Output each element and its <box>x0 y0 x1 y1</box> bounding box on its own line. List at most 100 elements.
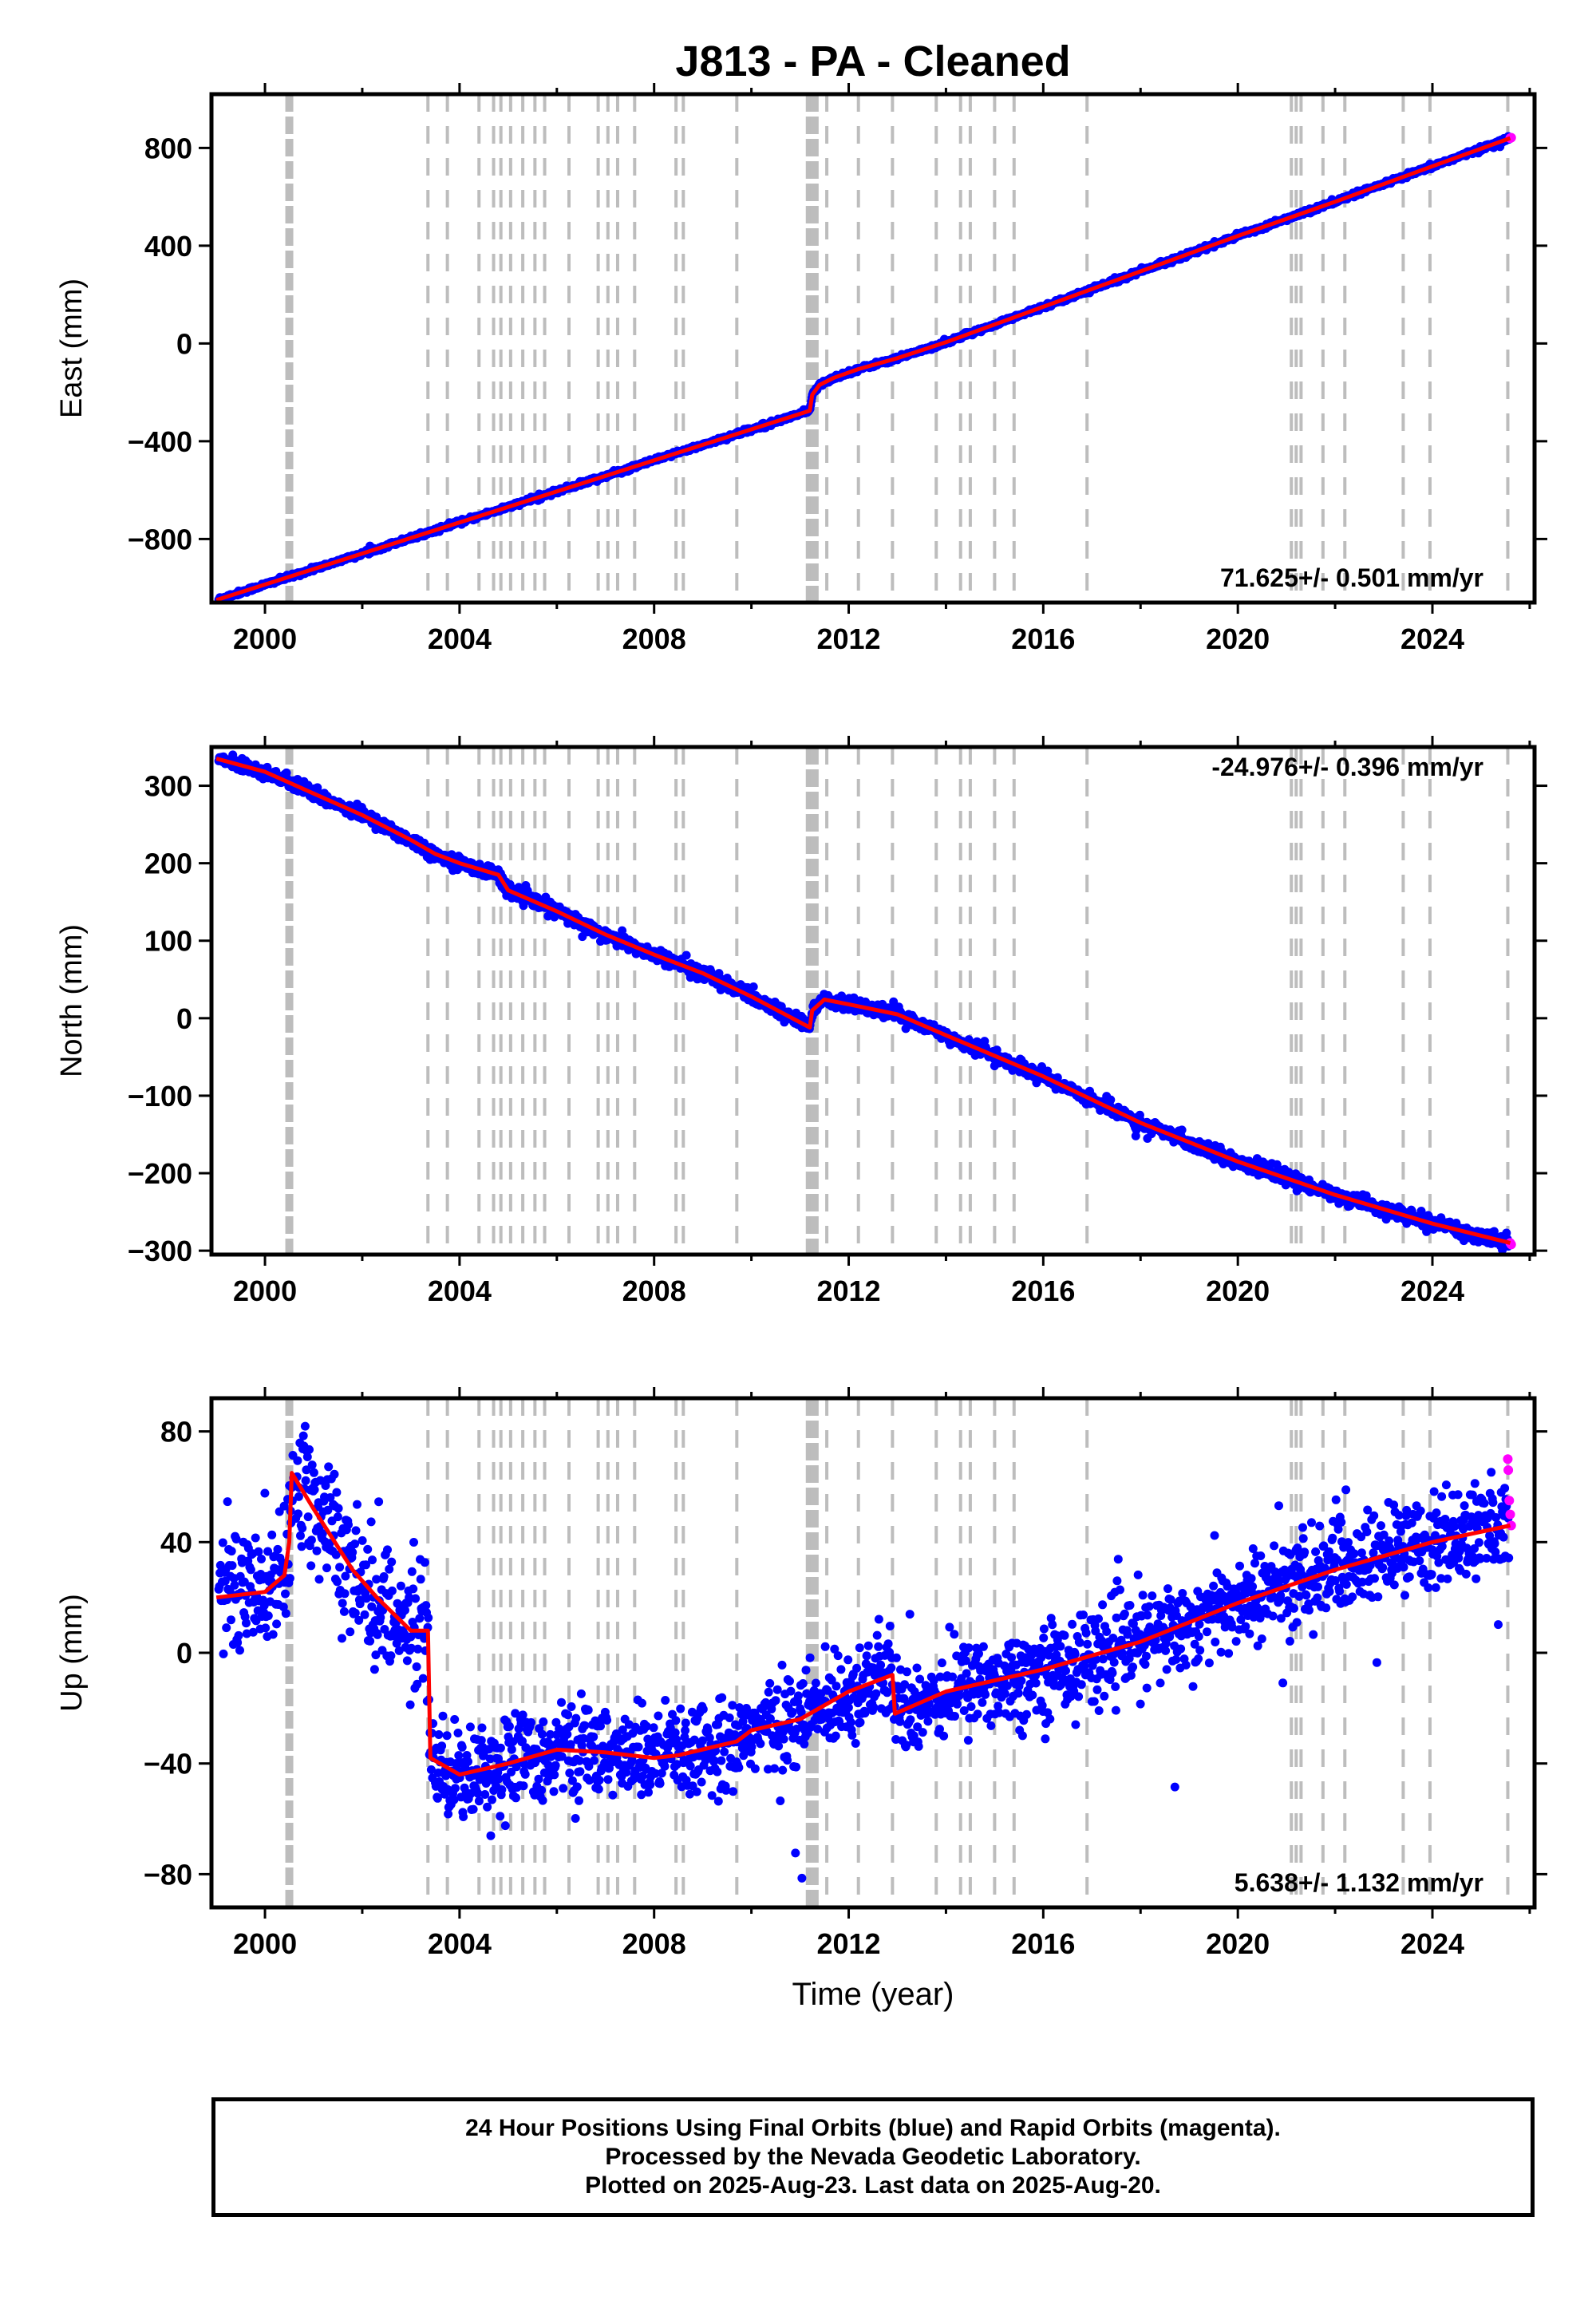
final-point <box>1489 1227 1499 1236</box>
final-point <box>338 1599 347 1608</box>
x-tick-label: 2020 <box>1206 622 1270 655</box>
final-point <box>326 1493 335 1502</box>
final-point <box>331 1550 341 1559</box>
final-point <box>298 1431 308 1441</box>
panel-up: 2000 2004 2008 2012 2016 2020 2024−80−4004080U… <box>55 1387 1547 1960</box>
final-point <box>333 1577 342 1587</box>
final-point <box>409 1584 418 1594</box>
final-point <box>344 1520 353 1529</box>
rate-label-north: -24.976+/- 0.396 mm/yr <box>1211 753 1483 781</box>
final-point <box>233 1638 243 1647</box>
final-point <box>341 1571 350 1581</box>
x-tick-label: 2024 <box>1400 1275 1464 1307</box>
final-orbit-points-up <box>214 1421 1514 1883</box>
final-point <box>310 1485 319 1495</box>
final-point <box>306 1561 316 1571</box>
final-point <box>368 1555 377 1565</box>
y-axis-label-east: East (mm) <box>55 279 89 418</box>
final-point <box>248 1627 258 1637</box>
final-point <box>350 1539 360 1549</box>
x-tick-label: 2016 <box>1011 622 1075 655</box>
final-point <box>361 1560 370 1570</box>
y-tick-label: 0 <box>176 1002 192 1035</box>
final-point <box>405 1700 415 1709</box>
final-point <box>339 1607 349 1616</box>
x-tick-label: 2020 <box>1206 1275 1270 1307</box>
final-point <box>307 1460 317 1470</box>
x-tick-label: 2000 <box>233 1275 297 1307</box>
final-point <box>301 1476 310 1485</box>
plot-area-east <box>214 94 1516 603</box>
final-point <box>714 969 724 978</box>
final-point <box>376 1613 385 1622</box>
final-point <box>298 1524 307 1533</box>
final-point <box>257 1555 266 1563</box>
final-point <box>246 1565 255 1575</box>
final-point <box>402 1656 412 1666</box>
x-tick-label: 2012 <box>816 1275 880 1307</box>
final-point <box>260 1488 270 1498</box>
final-point <box>281 1609 290 1618</box>
final-point <box>369 1665 379 1674</box>
final-point <box>363 1544 373 1554</box>
final-point <box>350 1608 360 1618</box>
final-point <box>302 1452 312 1461</box>
y-tick-label: 300 <box>144 770 192 803</box>
final-point <box>231 1535 241 1543</box>
final-point <box>268 1630 278 1639</box>
final-point <box>218 1538 227 1547</box>
final-point <box>379 1572 389 1581</box>
final-point <box>338 1634 346 1643</box>
panel-east: 2000 2004 2008 2012 2016 2020 2024−800−4000400… <box>55 83 1547 655</box>
final-point <box>324 1462 334 1472</box>
final-point <box>227 1561 237 1571</box>
final-point <box>332 1488 342 1497</box>
y-tick-label: 800 <box>144 132 192 164</box>
final-point <box>409 1538 418 1547</box>
x-tick-label: 2004 <box>428 1275 492 1307</box>
final-point <box>358 1535 367 1545</box>
final-point <box>302 1465 311 1475</box>
final-point <box>281 1589 290 1599</box>
final-point <box>396 1581 405 1591</box>
final-point <box>374 1497 384 1507</box>
chart-title: J813 - PA - Cleaned <box>675 38 1070 85</box>
final-point <box>293 1456 302 1465</box>
final-point <box>263 1547 273 1556</box>
final-point <box>373 1630 382 1639</box>
final-point <box>401 1606 409 1615</box>
final-point <box>323 1505 333 1515</box>
final-point <box>386 1651 396 1661</box>
final-point <box>366 1517 376 1527</box>
final-point <box>235 1646 244 1655</box>
y-tick-label: 400 <box>144 230 192 263</box>
final-point <box>285 1574 294 1583</box>
plot-frame-east <box>209 92 1537 605</box>
final-point <box>254 1547 263 1556</box>
final-point <box>303 1512 313 1522</box>
final-point <box>263 1611 273 1621</box>
final-point <box>333 1512 342 1522</box>
final-point <box>407 1643 416 1653</box>
x-tick-label: 2016 <box>1011 1275 1075 1307</box>
y-tick-label: 100 <box>144 925 192 958</box>
final-point <box>340 1589 350 1599</box>
x-tick-label: 2000 <box>233 622 297 655</box>
y-tick-label: −100 <box>128 1080 192 1113</box>
final-point <box>407 1567 417 1576</box>
final-point <box>749 982 758 991</box>
model-line-north <box>215 757 1511 1245</box>
y-tick-label: 200 <box>144 848 192 880</box>
final-point <box>222 1623 231 1633</box>
final-point <box>334 1504 343 1513</box>
final-point <box>273 1544 282 1554</box>
final-point <box>365 1636 375 1646</box>
final-point <box>330 1469 339 1479</box>
final-point <box>294 1492 303 1501</box>
final-point <box>354 1615 364 1625</box>
rate-label-east: 71.625+/- 0.501 mm/yr <box>1220 563 1483 592</box>
y-tick-label: −300 <box>128 1235 192 1267</box>
x-tick-label: 2024 <box>1400 622 1464 655</box>
final-point <box>383 1545 392 1555</box>
